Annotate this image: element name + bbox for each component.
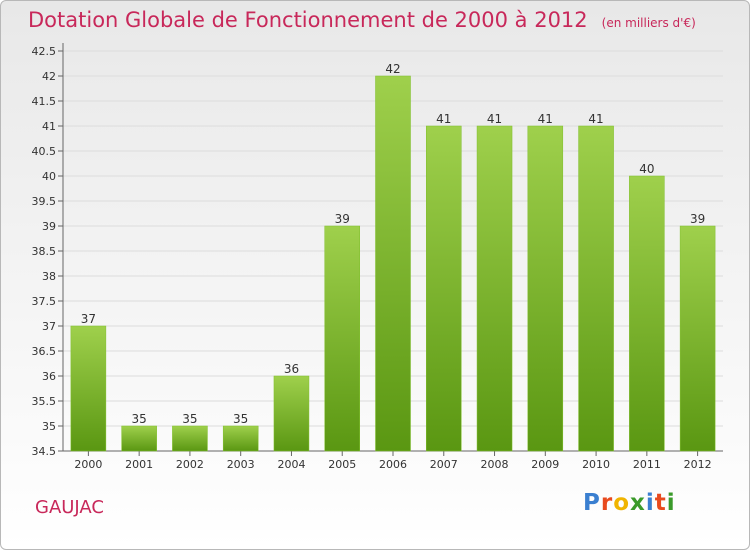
y-tick-label: 41 (42, 120, 56, 133)
y-tick-label: 36.5 (32, 345, 57, 358)
chart-title-text: Dotation Globale de Fonctionnement de 20… (28, 8, 588, 32)
y-tick-label: 40 (42, 170, 56, 183)
logo-letter: i (666, 490, 676, 516)
bar (578, 125, 614, 452)
x-tick-label: 2009 (531, 458, 559, 471)
bar (679, 225, 716, 452)
logo-letter: t (654, 490, 667, 516)
bar (324, 225, 360, 452)
bars (70, 75, 716, 452)
data-label: 42 (385, 62, 400, 76)
x-tick-label: 2011 (633, 458, 661, 471)
y-tick-label: 42 (42, 70, 56, 83)
y-tick-label: 34.5 (32, 445, 57, 458)
bar (527, 125, 564, 452)
y-tick-label: 39 (42, 220, 56, 233)
y-tick-label: 35 (42, 420, 56, 433)
data-label: 39 (335, 212, 350, 226)
y-tick-label: 37 (42, 320, 56, 333)
bar (426, 125, 462, 452)
logo-letter: i (645, 490, 655, 516)
x-tick-label: 2010 (582, 458, 610, 471)
bar (172, 425, 208, 452)
x-tick-label: 2005 (328, 458, 356, 471)
y-tick-label: 38 (42, 270, 56, 283)
x-tick-label: 2008 (481, 458, 509, 471)
x-tick-label: 2001 (125, 458, 153, 471)
chart-title: Dotation Globale de Fonctionnement de 20… (28, 8, 696, 32)
y-tick-label: 39.5 (32, 195, 57, 208)
bar (70, 325, 107, 452)
logo-letter: P (583, 490, 601, 516)
data-label: 37 (81, 312, 96, 326)
data-label: 41 (436, 112, 451, 126)
logo-letter: x (630, 490, 646, 516)
data-label: 41 (487, 112, 502, 126)
data-label: 35 (132, 412, 147, 426)
x-tick-label: 2004 (277, 458, 305, 471)
bar (121, 425, 157, 452)
bar (375, 75, 411, 452)
y-tick-label: 38.5 (32, 245, 57, 258)
x-tick-label: 2006 (379, 458, 407, 471)
data-label: 39 (690, 212, 705, 226)
x-tick-label: 2012 (684, 458, 712, 471)
y-tick-label: 36 (42, 370, 56, 383)
data-label: 41 (588, 112, 603, 126)
y-tick-label: 41.5 (32, 95, 57, 108)
chart-unit: (en milliers d'€) (601, 16, 696, 30)
commune-name: GAUJAC (35, 497, 104, 518)
data-label: 35 (182, 412, 197, 426)
logo-letter: r (600, 490, 614, 516)
bar (222, 425, 259, 452)
y-tick-label: 35.5 (32, 395, 57, 408)
bar (629, 175, 665, 452)
bar (476, 125, 513, 452)
logo-letter: o (613, 490, 631, 516)
x-tick-label: 2003 (227, 458, 255, 471)
data-label: 36 (284, 362, 299, 376)
data-label: 40 (639, 162, 654, 176)
y-tick-label: 40.5 (32, 145, 57, 158)
x-tick-label: 2000 (74, 458, 102, 471)
x-tick-label: 2007 (430, 458, 458, 471)
y-tick-label: 42.5 (32, 45, 57, 58)
bar (273, 375, 310, 452)
proxiti-logo: Proxiti (583, 490, 676, 516)
x-tick-label: 2002 (176, 458, 204, 471)
data-labels: 37 35 35 35 36 39 42 41 41 41 41 40 39 (81, 62, 706, 426)
data-label: 35 (233, 412, 248, 426)
data-label: 41 (538, 112, 553, 126)
y-tick-label: 37.5 (32, 295, 57, 308)
